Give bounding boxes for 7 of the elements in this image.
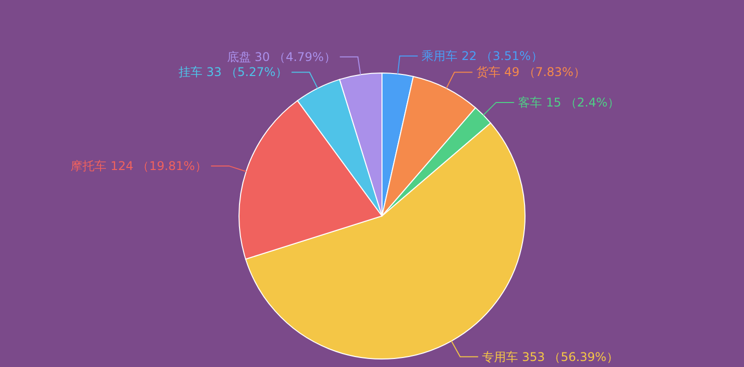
slice-label: 客车 15 （2.4%） <box>518 95 620 110</box>
slice-label: 底盘 30 （4.79%） <box>226 50 336 64</box>
slice-label: 货车 49 （7.83%） <box>476 65 586 80</box>
slice-label: 挂车 33 （5.27%） <box>178 65 288 80</box>
slice-label: 乘用车 22 （3.51%） <box>422 48 543 63</box>
slice-label: 摩托车 124 （19.81%） <box>70 158 207 173</box>
slice-label: 专用车 353 （56.39%） <box>482 350 618 364</box>
